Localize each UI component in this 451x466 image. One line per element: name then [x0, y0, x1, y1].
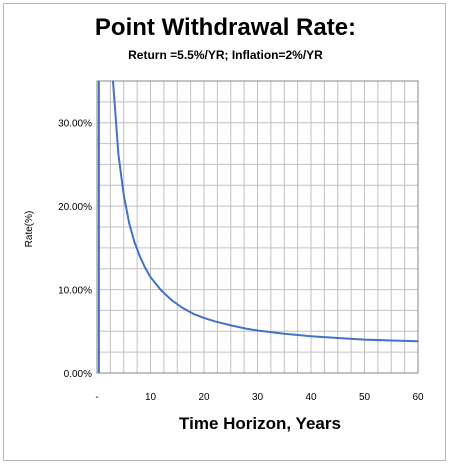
- x-axis-label: Time Horizon, Years: [179, 414, 341, 433]
- data-point: [390, 339, 393, 342]
- data-point: [171, 299, 173, 302]
- series-line: [112, 80, 419, 343]
- data-point: [139, 255, 141, 257]
- x-tick-label: -: [95, 392, 98, 403]
- data-point: [122, 194, 125, 197]
- data-point: [229, 324, 232, 327]
- chart-title: Point Withdrawal Rate:: [94, 14, 357, 41]
- data-point: [181, 307, 184, 309]
- data-point: [363, 338, 366, 341]
- data-point: [149, 276, 152, 278]
- data-point: [192, 312, 195, 315]
- y-tick-label: 30.00%: [58, 119, 92, 130]
- chart-frame: [3, 3, 446, 461]
- x-tick-label: 50: [359, 392, 371, 403]
- x-tick-label: 60: [412, 392, 424, 403]
- y-tick-label: 20.00%: [58, 202, 92, 213]
- data-point: [160, 289, 162, 292]
- data-point: [213, 320, 216, 323]
- data-point: [283, 332, 286, 335]
- data-point: [133, 241, 136, 243]
- x-tick-label: 40: [305, 392, 317, 403]
- data-point: [112, 80, 114, 82]
- data-point: [117, 153, 120, 156]
- data-point: [144, 267, 146, 269]
- data-point: [336, 337, 339, 339]
- y-tick-label: 10.00%: [58, 286, 92, 297]
- x-tick-label: 10: [145, 392, 157, 403]
- data-point: [256, 329, 259, 332]
- data-point: [203, 317, 205, 319]
- plot-border: [96, 80, 419, 374]
- chart-subtitle: Return =5.5%/YR; Inflation=2%/YR: [128, 48, 323, 62]
- x-tick-label: 30: [252, 392, 264, 403]
- x-tick-label: 20: [198, 392, 210, 403]
- y-tick-label: 0.00%: [64, 369, 92, 380]
- data-point: [417, 340, 419, 343]
- data-point: [246, 327, 248, 330]
- data-point: [310, 335, 312, 338]
- data-point: [128, 222, 130, 224]
